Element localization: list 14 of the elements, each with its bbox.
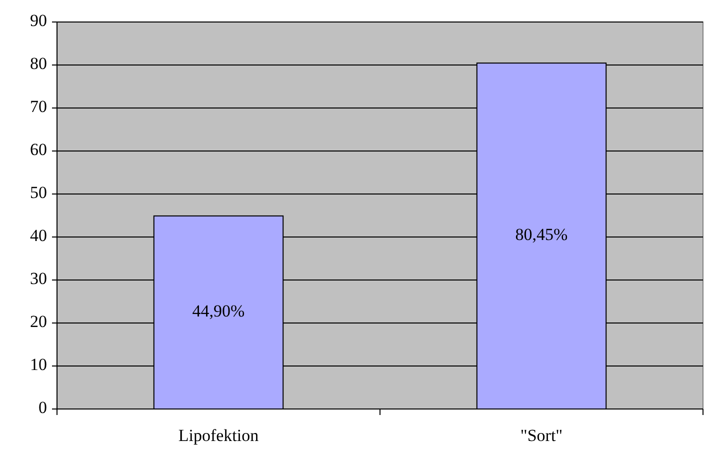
y-tick-label: 20 — [30, 312, 47, 331]
y-tick-label: 40 — [30, 226, 47, 245]
y-tick-label: 10 — [30, 354, 47, 374]
y-tick-label: 60 — [30, 140, 47, 159]
x-tick-label: "Sort" — [520, 426, 563, 445]
y-tick-label: 30 — [30, 268, 47, 288]
data-label: 44,90% — [192, 301, 245, 320]
data-label: 80,45% — [515, 224, 568, 244]
y-tick-label: 50 — [30, 182, 47, 202]
x-tick-label: Lipofektion — [178, 426, 260, 445]
y-tick-label: 70 — [30, 96, 47, 116]
y-tick-label: 80 — [30, 54, 47, 73]
y-tick-label: 0 — [38, 398, 47, 417]
y-tick-label: 90 — [30, 10, 47, 30]
